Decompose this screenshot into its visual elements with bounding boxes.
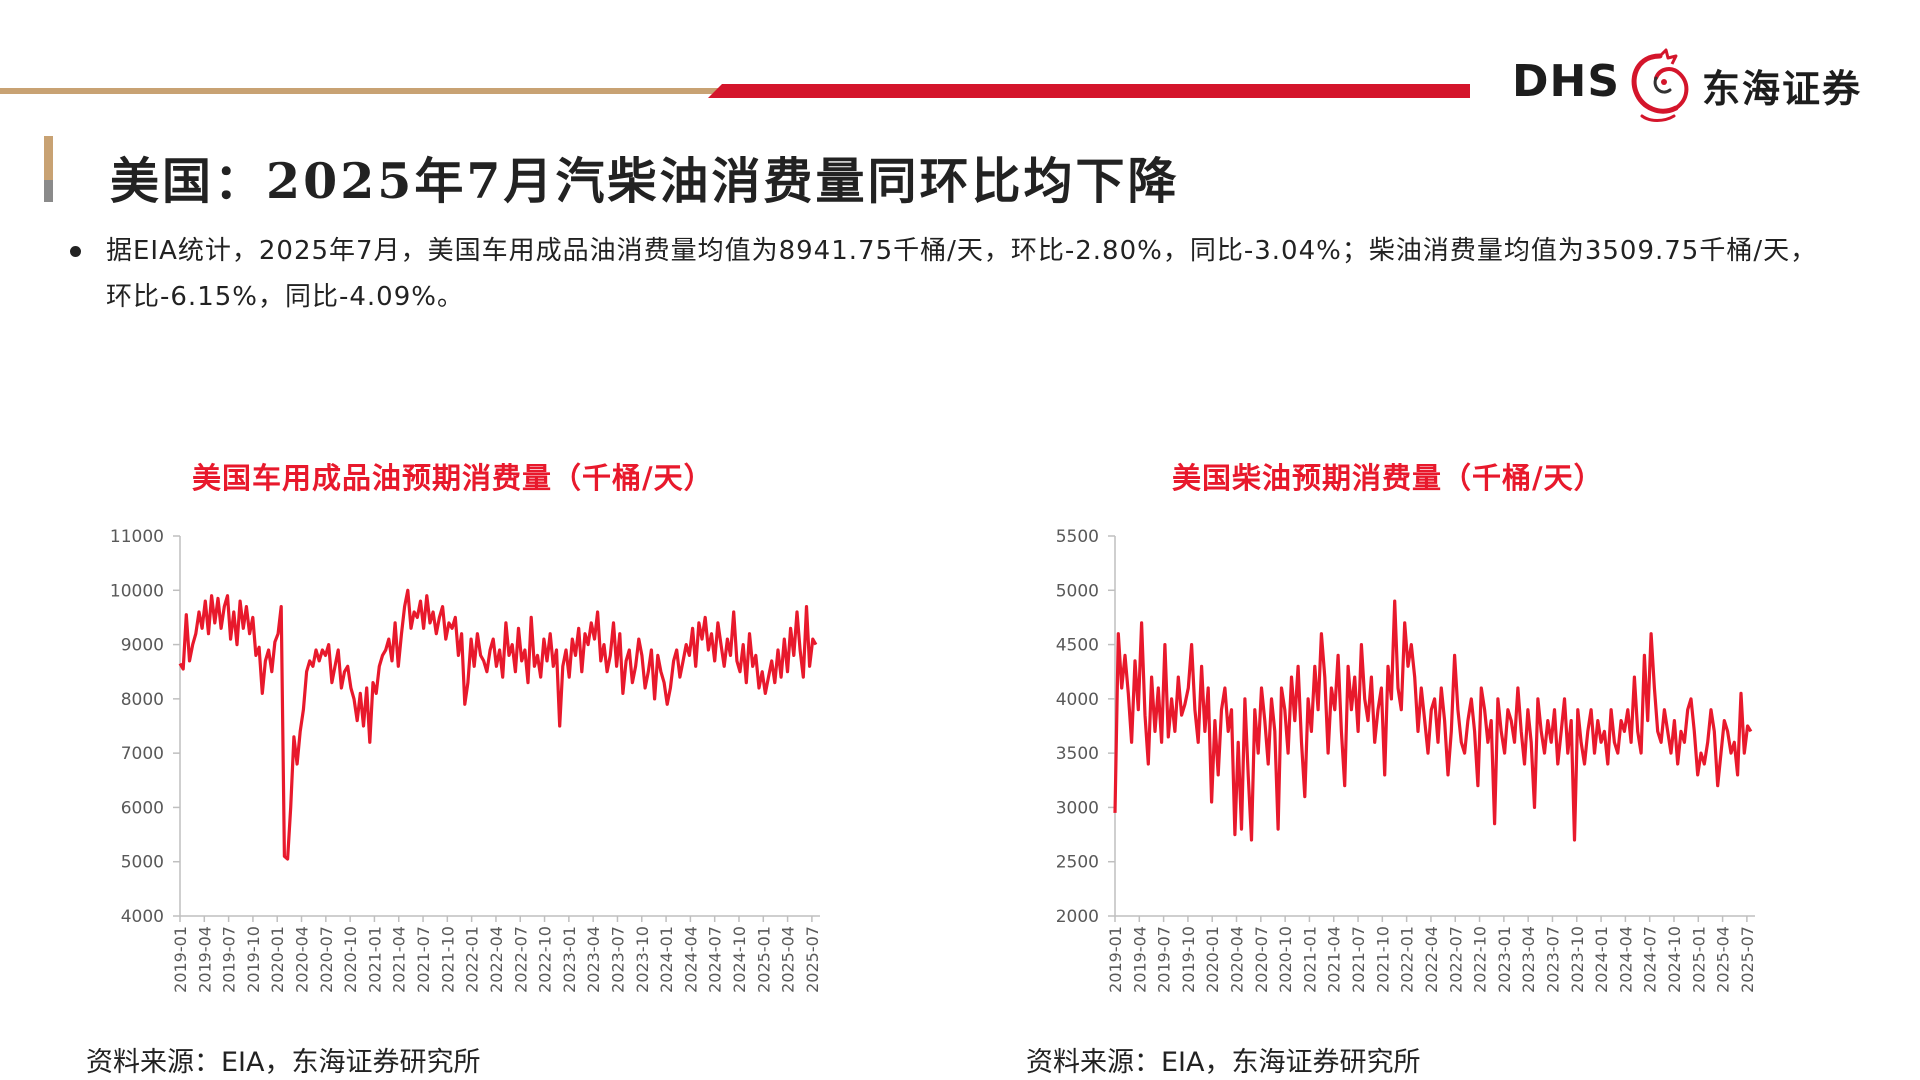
source-note-right: 资料来源：EIA，东海证券研究所 xyxy=(1026,1047,1421,1078)
x-tick-label: 2024-07 xyxy=(1641,926,1660,993)
x-tick-label: 2019-01 xyxy=(1106,926,1125,993)
header-stripe-gold xyxy=(0,88,720,94)
company-logo: DHS 东海证券 xyxy=(1512,46,1902,124)
x-tick-label: 2022-07 xyxy=(511,926,530,993)
x-tick-label: 2021-10 xyxy=(438,926,457,993)
y-tick-label: 5500 xyxy=(1056,527,1099,547)
x-tick-label: 2020-07 xyxy=(1252,926,1271,993)
x-tick-label: 2023-07 xyxy=(608,926,627,993)
x-tick-label: 2023-10 xyxy=(1568,926,1587,993)
x-tick-label: 2022-07 xyxy=(1446,926,1465,993)
chart-title-gasoline: 美国车用成品油预期消费量（千桶/天） xyxy=(192,461,714,495)
y-tick-label: 4000 xyxy=(1056,690,1099,710)
x-tick-label: 2024-01 xyxy=(657,926,676,993)
chart-diesel: 2000 2500 3000 3500 4000 4500 5000 5500 2019-01 2… xyxy=(1056,527,1757,993)
series-line-0 xyxy=(1113,599,1753,842)
title-accent-gold xyxy=(44,136,53,180)
source-note-left: 资料来源：EIA，东海证券研究所 xyxy=(86,1047,481,1078)
header-stripe xyxy=(0,84,1470,98)
x-tick-label: 2023-04 xyxy=(1519,926,1538,993)
y-tick-label: 9000 xyxy=(121,636,164,656)
title-accent-bar xyxy=(44,136,53,202)
x-tick-label: 2023-04 xyxy=(584,926,603,993)
x-tick-label: 2024-10 xyxy=(730,926,749,993)
series-line-0 xyxy=(178,588,818,861)
x-tick-label: 2020-01 xyxy=(1203,926,1222,993)
x-tick-label: 2020-10 xyxy=(341,926,360,993)
x-tick-label: 2024-01 xyxy=(1592,926,1611,993)
y-tick-label: 5000 xyxy=(121,853,164,873)
x-tick-label: 2021-07 xyxy=(1349,926,1368,993)
x-tick-label: 2020-07 xyxy=(317,926,336,993)
x-tick-label: 2024-04 xyxy=(1616,926,1635,993)
x-tick-label: 2022-10 xyxy=(1471,926,1490,993)
y-tick-label: 4000 xyxy=(121,907,164,927)
x-tick-label: 2020-01 xyxy=(268,926,287,993)
x-tick-label: 2022-01 xyxy=(463,926,482,993)
y-tick-label: 8000 xyxy=(121,690,164,710)
x-tick-label: 2020-10 xyxy=(1276,926,1295,993)
y-tick-label: 2000 xyxy=(1056,907,1099,927)
dragon-icon xyxy=(1631,48,1689,122)
y-tick-label: 11000 xyxy=(110,527,164,547)
x-tick-label: 2025-04 xyxy=(1714,926,1733,993)
x-tick-label: 2024-04 xyxy=(681,926,700,993)
x-tick-label: 2022-01 xyxy=(1398,926,1417,993)
chart-gasoline: 4000 5000 6000 7000 8000 9000 10000 11000 2019-0… xyxy=(110,527,822,993)
bullet-text: 据EIA统计，2025年7月，美国车用成品油消费量均值为8941.75千桶/天，… xyxy=(106,236,1818,312)
y-tick-label: 3500 xyxy=(1056,744,1099,764)
x-tick-label: 2021-01 xyxy=(1300,926,1319,993)
bullet-point: 据EIA统计，2025年7月，美国车用成品油消费量均值为8941.75千桶/天，… xyxy=(70,228,1830,320)
title-accent-gray xyxy=(44,180,53,202)
y-tick-label: 2500 xyxy=(1056,853,1099,873)
x-tick-label: 2022-04 xyxy=(1422,926,1441,993)
x-tick-label: 2019-07 xyxy=(220,926,239,993)
x-tick-label: 2019-10 xyxy=(244,926,263,993)
x-tick-label: 2022-10 xyxy=(536,926,555,993)
x-tick-label: 2025-04 xyxy=(779,926,798,993)
chart-title-diesel: 美国柴油预期消费量（千桶/天） xyxy=(1172,461,1604,495)
y-tick-label: 7000 xyxy=(121,744,164,764)
bullet-dot xyxy=(70,246,81,257)
x-tick-label: 2019-10 xyxy=(1179,926,1198,993)
x-tick-label: 2025-01 xyxy=(1689,926,1708,993)
x-tick-label: 2021-04 xyxy=(1325,926,1344,993)
y-tick-label: 5000 xyxy=(1056,581,1099,601)
x-tick-label: 2019-07 xyxy=(1155,926,1174,993)
x-tick-label: 2019-01 xyxy=(171,926,190,993)
y-tick-label: 3000 xyxy=(1056,798,1099,818)
y-tick-label: 4500 xyxy=(1056,636,1099,656)
y-tick-label: 6000 xyxy=(121,798,164,818)
x-tick-label: 2020-04 xyxy=(1228,926,1247,993)
x-tick-label: 2020-04 xyxy=(293,926,312,993)
x-tick-label: 2023-01 xyxy=(1495,926,1514,993)
x-tick-label: 2023-10 xyxy=(633,926,652,993)
page-title: 美国：2025年7月汽柴油消费量同环比均下降 xyxy=(110,152,1180,210)
logo-text: DHS xyxy=(1512,56,1621,107)
x-tick-label: 2023-07 xyxy=(1543,926,1562,993)
x-tick-label: 2023-01 xyxy=(560,926,579,993)
header-stripe-red xyxy=(708,84,1470,98)
x-tick-label: 2021-04 xyxy=(390,926,409,993)
x-tick-label: 2022-04 xyxy=(487,926,506,993)
x-tick-label: 2019-04 xyxy=(195,926,214,993)
x-tick-label: 2025-07 xyxy=(1738,926,1757,993)
x-tick-label: 2025-01 xyxy=(754,926,773,993)
x-tick-label: 2024-07 xyxy=(706,926,725,993)
x-tick-label: 2021-01 xyxy=(365,926,384,993)
x-tick-label: 2024-10 xyxy=(1665,926,1684,993)
x-tick-label: 2025-07 xyxy=(803,926,822,993)
logo-chinese-name: 东海证券 xyxy=(1702,67,1863,111)
x-tick-label: 2021-10 xyxy=(1373,926,1392,993)
x-tick-label: 2019-04 xyxy=(1130,926,1149,993)
y-tick-label: 10000 xyxy=(110,581,164,601)
x-tick-label: 2021-07 xyxy=(414,926,433,993)
